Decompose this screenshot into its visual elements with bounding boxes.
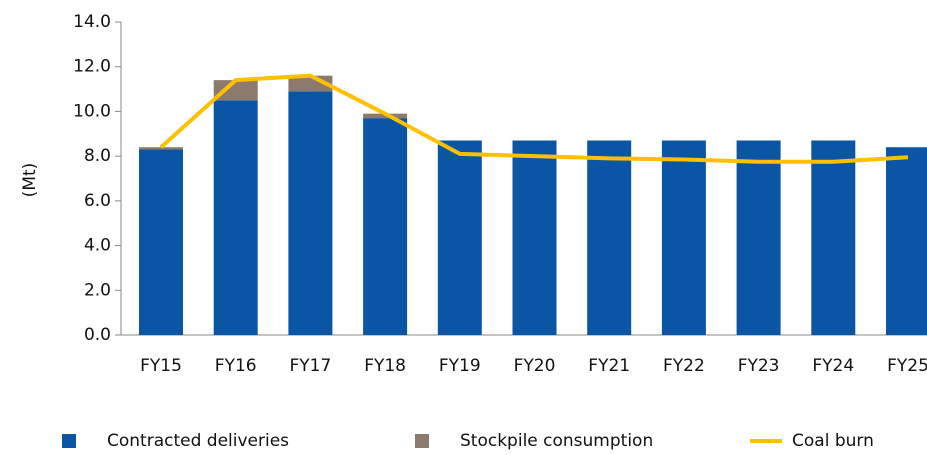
- x-tick-label: FY23: [738, 356, 780, 376]
- legend-label: Contracted deliveries: [107, 431, 289, 451]
- x-tick-label: FY18: [364, 356, 406, 376]
- x-tick-label: FY17: [290, 356, 332, 376]
- bar: [288, 91, 333, 335]
- y-tick-label: 6.0: [84, 191, 111, 211]
- bar: [139, 149, 183, 335]
- x-tick-label: FY19: [439, 356, 481, 376]
- y-tick-label: 4.0: [84, 236, 111, 256]
- legend-swatch: [415, 434, 429, 448]
- line: [159, 73, 909, 164]
- y-tick-label: 14.0: [73, 12, 111, 32]
- bar: [661, 140, 706, 335]
- bar: [363, 118, 408, 335]
- bar: [587, 140, 632, 335]
- bar: [213, 80, 258, 101]
- x-tick-label: FY20: [514, 356, 556, 376]
- x-tick-label: FY21: [588, 356, 630, 376]
- y-tick-label: 2.0: [84, 280, 111, 300]
- legend-swatch: [62, 434, 76, 448]
- y-tick-label: 0.0: [84, 325, 111, 345]
- x-tick-label: FY22: [663, 356, 705, 376]
- y-tick-label: 8.0: [84, 146, 111, 166]
- y-tick-label: 10.0: [73, 101, 111, 121]
- bar: [512, 140, 557, 335]
- legend-label: Coal burn: [792, 431, 874, 451]
- bar: [437, 140, 482, 335]
- x-tick-label: FY24: [812, 356, 854, 376]
- x-tick-label: FY15: [140, 356, 182, 376]
- y-axis-label: (Mt): [20, 163, 40, 198]
- y-tick-label: 12.0: [73, 57, 111, 77]
- bar: [886, 147, 927, 335]
- legend-label: Stockpile consumption: [460, 431, 653, 451]
- bar: [213, 100, 258, 335]
- bar: [736, 140, 781, 335]
- x-tick-label: FY25: [887, 356, 927, 376]
- bar: [139, 147, 183, 150]
- x-tick-label: FY16: [215, 356, 257, 376]
- bar: [811, 140, 856, 335]
